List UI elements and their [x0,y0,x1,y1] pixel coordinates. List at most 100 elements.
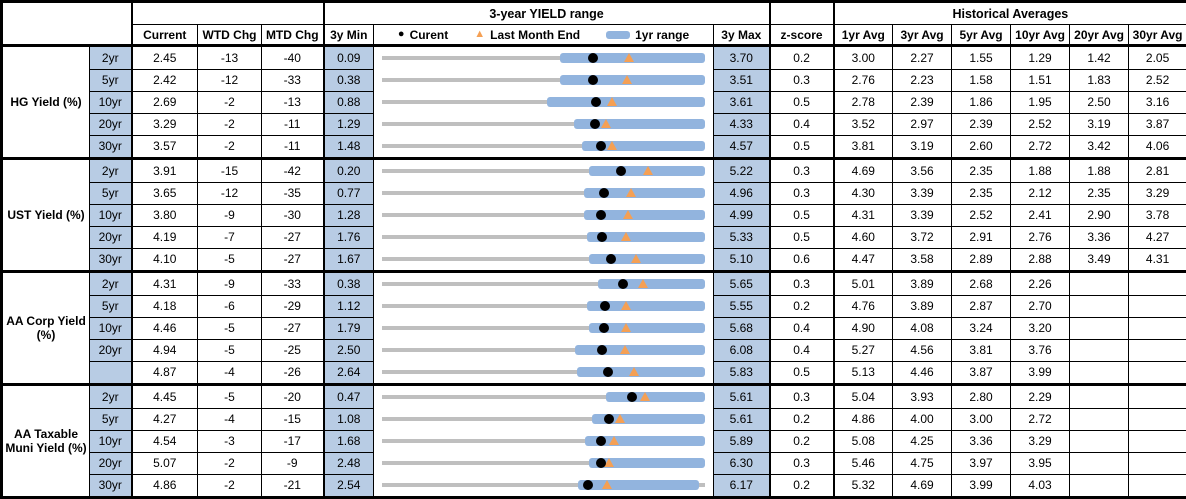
yield-range-chart [374,452,714,474]
avg-5yr-value: 3.99 [952,474,1011,498]
avg-10yr-value: 3.29 [1011,430,1070,452]
min-3y-value: 1.67 [324,248,374,272]
mtd-chg-value: -20 [262,385,324,409]
mtd-chg-value: -35 [262,182,324,204]
z-score-value: 0.3 [770,159,834,183]
yield-range-chart [374,135,714,159]
avg-20yr-value [1070,385,1129,409]
avg-20yr-value [1070,272,1129,296]
min-3y-value: 1.12 [324,295,374,317]
avg-20yr-value [1070,474,1129,498]
current-dot [596,141,606,151]
mtd-chg-value: -9 [262,452,324,474]
current-value: 4.45 [132,385,198,409]
avg-3yr-value: 3.93 [893,385,952,409]
max-3y-value: 5.83 [714,361,770,385]
legend-current-label: Curent [410,28,449,42]
z-score-value: 0.2 [770,474,834,498]
avg-20yr-value [1070,452,1129,474]
avg-10yr-value: 1.51 [1011,69,1070,91]
avg-30yr-value [1129,361,1186,385]
chart-area [382,248,705,270]
min-3y-value: 0.38 [324,69,374,91]
max-3y-value: 3.61 [714,91,770,113]
avg-1yr-value: 4.69 [834,159,893,183]
current-value: 4.31 [132,272,198,296]
avg-3yr-value: 2.39 [893,91,952,113]
mtd-chg-value: -21 [262,474,324,498]
mtd-chg-value: -15 [262,408,324,430]
min-3y-value: 1.48 [324,135,374,159]
last-month-end-marker [615,414,625,423]
avg-10yr-value: 2.41 [1011,204,1070,226]
yield-range-chart [374,248,714,272]
group-label: AA Corp Yield (%) [2,272,90,385]
last-month-end-marker [621,301,631,310]
current-value: 4.27 [132,408,198,430]
avg-10yr-value: 2.26 [1011,272,1070,296]
avg-30yr-value: 2.05 [1129,46,1186,70]
avg-1yr-value: 4.30 [834,182,893,204]
avg-5yr-value: 2.39 [952,113,1011,135]
legend-last-month-end: ▲Last Month End [474,28,580,42]
col-header-3yr-avg: 3yr Avg [893,25,952,46]
last-month-end-marker [624,53,634,62]
avg-3yr-value: 3.89 [893,272,952,296]
avg-3yr-value: 3.39 [893,182,952,204]
tenor-label: 5yr [90,408,132,430]
chart-area [382,47,705,69]
header-row-top: 3-year YIELD range Historical Averages [2,2,1186,25]
avg-3yr-value: 4.25 [893,430,952,452]
mtd-chg-value: -27 [262,248,324,272]
avg-10yr-value: 2.70 [1011,295,1070,317]
avg-10yr-value: 1.88 [1011,159,1070,183]
tenor-label: 10yr [90,317,132,339]
col-header-wtd-chg: WTD Chg [198,25,262,46]
yield-range-chart [374,339,714,361]
chart-area [382,204,705,226]
mtd-chg-value: -13 [262,91,324,113]
current-value: 4.86 [132,474,198,498]
avg-30yr-value [1129,317,1186,339]
range-1yr-bar [577,367,705,377]
avg-30yr-value [1129,452,1186,474]
yield-range-chart [374,159,714,183]
yield-range-chart [374,408,714,430]
yield-range-chart [374,317,714,339]
avg-5yr-value: 3.36 [952,430,1011,452]
legend-last-month-label: Last Month End [490,28,580,42]
avg-1yr-value: 4.31 [834,204,893,226]
current-value: 4.46 [132,317,198,339]
group-label: HG Yield (%) [2,46,90,159]
min-3y-value: 1.68 [324,430,374,452]
avg-1yr-value: 3.00 [834,46,893,70]
wtd-chg-value: -2 [198,113,262,135]
avg-20yr-value [1070,339,1129,361]
chart-area [382,295,705,317]
current-value: 2.45 [132,46,198,70]
min-3y-value: 2.48 [324,452,374,474]
range-1yr-bar [578,480,699,490]
avg-10yr-value: 2.88 [1011,248,1070,272]
tenor-label: 20yr [90,452,132,474]
max-3y-value: 5.10 [714,248,770,272]
avg-20yr-value: 1.83 [1070,69,1129,91]
avg-3yr-value: 2.27 [893,46,952,70]
wtd-chg-value: -2 [198,135,262,159]
yield-range-chart [374,385,714,409]
avg-1yr-value: 5.32 [834,474,893,498]
avg-10yr-value: 2.76 [1011,226,1070,248]
avg-5yr-value: 1.86 [952,91,1011,113]
avg-30yr-value: 3.78 [1129,204,1186,226]
avg-5yr-value: 3.81 [952,339,1011,361]
avg-30yr-value [1129,295,1186,317]
chart-area [382,113,705,135]
min-3y-value: 2.64 [324,361,374,385]
avg-1yr-value: 4.76 [834,295,893,317]
last-month-end-marker [609,436,619,445]
last-month-end-marker [607,97,617,106]
col-header-1yr-avg: 1yr Avg [834,25,893,46]
avg-10yr-value: 1.29 [1011,46,1070,70]
